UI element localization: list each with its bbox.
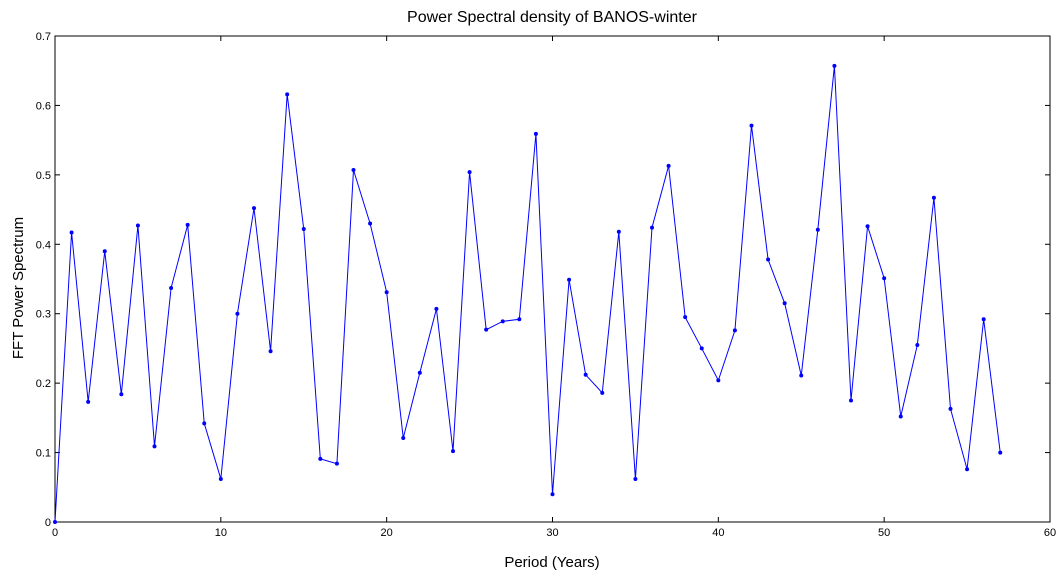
data-point bbox=[268, 349, 273, 354]
data-point bbox=[550, 492, 555, 497]
data-point bbox=[782, 301, 787, 306]
data-point bbox=[567, 277, 572, 282]
y-tick-label: 0.7 bbox=[36, 31, 51, 43]
data-point bbox=[517, 317, 522, 322]
data-point bbox=[102, 249, 107, 254]
data-point bbox=[318, 456, 323, 461]
data-point bbox=[152, 444, 157, 449]
data-point bbox=[931, 195, 936, 200]
data-point bbox=[699, 346, 704, 351]
data-point bbox=[616, 229, 621, 234]
x-tick-label: 20 bbox=[381, 527, 393, 539]
data-point bbox=[401, 435, 406, 440]
series-line bbox=[54, 65, 1001, 523]
x-tick-label: 30 bbox=[546, 527, 558, 539]
data-point bbox=[218, 476, 223, 481]
data-point bbox=[533, 131, 538, 136]
data-point bbox=[69, 230, 74, 235]
data-point bbox=[981, 317, 986, 322]
data-point bbox=[666, 163, 671, 168]
x-tick-label: 0 bbox=[52, 527, 58, 539]
x-tick-label: 40 bbox=[712, 527, 724, 539]
data-point bbox=[185, 222, 190, 227]
data-point bbox=[732, 328, 737, 333]
data-point bbox=[600, 390, 605, 395]
data-point bbox=[119, 392, 124, 397]
axis-ticks: 0 10 20 30 40 50 60 0 0.1 0.2 0.3 0.4 0.5 0.6 0.7 bbox=[36, 31, 1056, 539]
data-point bbox=[285, 92, 290, 97]
data-point bbox=[865, 224, 870, 229]
data-point bbox=[169, 286, 174, 291]
y-tick-label: 0 bbox=[45, 517, 51, 529]
data-point bbox=[716, 378, 721, 383]
data-point bbox=[484, 327, 489, 332]
data-point bbox=[915, 342, 920, 347]
x-tick-label: 50 bbox=[878, 527, 890, 539]
data-point bbox=[882, 276, 887, 281]
data-point bbox=[53, 520, 57, 524]
data-point bbox=[683, 315, 688, 320]
data-point bbox=[948, 406, 953, 411]
data-point bbox=[965, 467, 970, 472]
y-tick-label: 0.6 bbox=[36, 100, 51, 112]
data-point bbox=[235, 311, 240, 316]
y-tick-label: 0.2 bbox=[36, 378, 51, 390]
y-tick-label: 0.1 bbox=[36, 448, 51, 460]
data-point bbox=[334, 461, 339, 466]
y-tick-label: 0.3 bbox=[36, 309, 51, 321]
data-point bbox=[766, 257, 771, 262]
plot-area bbox=[54, 35, 1051, 523]
data-point bbox=[252, 206, 256, 211]
data-point bbox=[434, 306, 439, 311]
y-axis-label: FFT Power Spectrum bbox=[10, 217, 27, 359]
series-power-spectrum bbox=[53, 63, 1003, 524]
data-point bbox=[815, 227, 820, 232]
data-point bbox=[583, 372, 588, 377]
data-point bbox=[832, 63, 837, 68]
data-point bbox=[998, 450, 1003, 455]
data-point bbox=[898, 414, 903, 419]
data-point bbox=[451, 449, 455, 454]
x-tick-label: 10 bbox=[215, 527, 227, 539]
data-point bbox=[633, 476, 638, 481]
data-point bbox=[849, 398, 853, 403]
data-point bbox=[202, 421, 207, 426]
data-point bbox=[799, 373, 804, 378]
data-point bbox=[650, 225, 654, 230]
data-point bbox=[86, 399, 91, 404]
y-tick-label: 0.4 bbox=[36, 239, 51, 251]
x-tick-label: 60 bbox=[1044, 527, 1056, 539]
data-point bbox=[749, 123, 754, 128]
y-tick-label: 0.5 bbox=[36, 170, 51, 182]
data-point bbox=[301, 227, 306, 232]
data-point bbox=[351, 167, 356, 172]
data-point bbox=[384, 290, 389, 295]
data-point bbox=[467, 170, 472, 175]
chart-title: Power Spectral density of BANOS-winter bbox=[407, 9, 698, 26]
x-axis-label: Period (Years) bbox=[504, 554, 599, 571]
data-point bbox=[417, 370, 422, 375]
data-point bbox=[500, 319, 505, 324]
data-point bbox=[135, 223, 140, 228]
data-point bbox=[368, 221, 373, 226]
